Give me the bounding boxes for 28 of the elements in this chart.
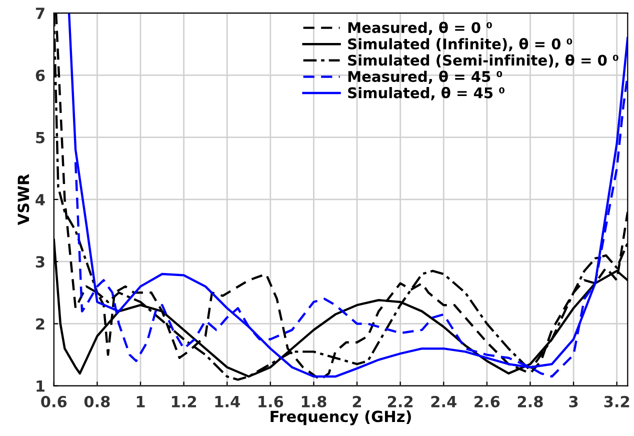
legend-label: Simulated, θ = 45 ⁰ — [348, 86, 504, 100]
legend-label: Measured, θ = 45 ⁰ — [348, 70, 502, 84]
y-tick-label: 7 — [36, 8, 44, 19]
y-axis-title: VSWR — [18, 174, 30, 226]
y-tick-label: 3 — [36, 256, 44, 268]
x-tick-label: 2.2 — [388, 396, 413, 408]
x-tick-label: 3 — [569, 396, 578, 408]
x-tick-label: 0.6 — [41, 396, 67, 408]
x-tick-label: 2.8 — [518, 396, 543, 408]
y-tick-label: 6 — [36, 70, 45, 82]
x-tick-label: 1.6 — [258, 396, 284, 408]
x-tick-label: 1 — [136, 396, 145, 408]
x-tick-label: 2 — [352, 396, 361, 408]
x-axis-title: Frequency (GHz) — [270, 410, 411, 426]
y-tick-label: 1 — [36, 380, 45, 392]
legend-label: Simulated (Infinite), θ = 0 ⁰ — [348, 38, 572, 52]
x-tick-label: 2.4 — [431, 396, 456, 408]
legend-label: Measured, θ = 0 ⁰ — [348, 22, 492, 35]
y-tick-label: 5 — [36, 132, 44, 144]
x-tick-label: 0.8 — [84, 396, 110, 408]
x-tick-label: 1.4 — [215, 396, 240, 408]
x-tick-label: 2.6 — [474, 396, 500, 408]
y-tick-label: 2 — [36, 318, 44, 330]
x-tick-label: 1.8 — [302, 396, 326, 408]
y-tick-label: 4 — [36, 194, 45, 206]
x-tick-label: 3.2 — [604, 396, 630, 408]
x-tick-label: 1.2 — [172, 396, 196, 408]
legend-label: Simulated (Semi-infinite), θ = 0 ⁰ — [348, 54, 618, 68]
